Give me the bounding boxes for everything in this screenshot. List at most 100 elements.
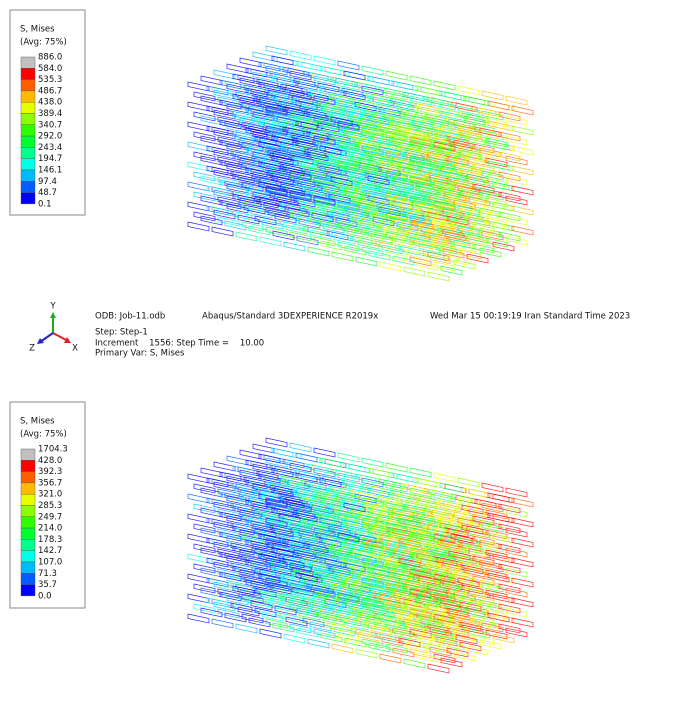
- mesh-element: [313, 587, 336, 598]
- mesh-element: [385, 522, 408, 533]
- mesh-element: [265, 557, 288, 568]
- legend-swatch: [20, 135, 36, 148]
- mesh-element: [415, 145, 438, 156]
- mesh-element: [295, 552, 318, 563]
- mesh-element: [245, 67, 268, 78]
- mesh-element: [219, 531, 242, 542]
- mesh-element: [313, 487, 336, 498]
- mesh-element: [433, 492, 456, 503]
- legend-title: S, Mises: [20, 25, 55, 35]
- mesh-element: [206, 85, 229, 96]
- mesh-element: [367, 115, 390, 126]
- mesh-element: [361, 65, 384, 76]
- mesh-element: [206, 165, 229, 176]
- mesh-element: [487, 140, 510, 151]
- mesh-element: [511, 497, 534, 508]
- legend-swatch: [20, 181, 36, 193]
- legend-swatch: [20, 448, 36, 461]
- mesh-element: [258, 493, 281, 504]
- mesh-element: [385, 462, 408, 473]
- mesh-element: [252, 443, 275, 454]
- mesh-element: [206, 205, 229, 216]
- mesh-element: [433, 472, 456, 483]
- mesh-element: [457, 145, 480, 156]
- mesh-element: [193, 483, 216, 494]
- mesh-element: [187, 161, 210, 172]
- mesh-element: [385, 210, 408, 221]
- mesh-element: [409, 115, 432, 126]
- mesh-element: [313, 567, 336, 578]
- mesh-element: [276, 196, 299, 207]
- mesh-element: [439, 602, 462, 613]
- legend-label: 356.7: [38, 478, 62, 488]
- mesh-element: [385, 70, 408, 81]
- mesh-element: [219, 119, 242, 130]
- mesh-element: [416, 260, 439, 271]
- info-primary-var: Primary Var: S, Mises: [95, 349, 185, 359]
- mesh-element: [272, 622, 295, 633]
- mesh-element: [265, 65, 288, 76]
- mesh-element: [343, 90, 366, 101]
- mesh-element: [505, 235, 528, 246]
- mesh-element: [433, 612, 456, 623]
- mesh-element: [487, 180, 510, 191]
- legend-label: 71.3: [38, 569, 57, 579]
- legend-label: 389.4: [38, 109, 62, 119]
- mesh-element: [481, 130, 504, 141]
- mesh-element: [359, 222, 382, 233]
- mesh-element: [319, 457, 342, 468]
- info-date: Wed Mar 15 00:19:19 Iran Standard Time 2…: [430, 312, 630, 322]
- mesh-element: [193, 563, 216, 574]
- mesh-element: [409, 607, 432, 618]
- mesh-element: [511, 205, 534, 216]
- mesh-element: [206, 185, 229, 196]
- mesh-element: [206, 517, 229, 528]
- mesh-element: [320, 632, 343, 643]
- mesh-element: [245, 579, 268, 590]
- mesh-element: [259, 628, 282, 639]
- mesh-element: [337, 572, 360, 583]
- mesh-element: [368, 250, 391, 261]
- legend-swatch: [20, 101, 36, 114]
- mesh-element: [261, 611, 284, 622]
- mesh-element: [252, 51, 275, 62]
- mesh-element: [407, 232, 430, 243]
- mesh-element: [409, 487, 432, 498]
- legend-swatch: [20, 584, 36, 597]
- mesh-element: [505, 507, 528, 518]
- mesh-element: [295, 80, 318, 91]
- mesh-element: [187, 141, 210, 152]
- mesh-element: [295, 512, 318, 523]
- mesh-element: [433, 100, 456, 111]
- mesh-element: [343, 190, 366, 201]
- mesh-element: [409, 527, 432, 538]
- mesh-element: [333, 234, 356, 245]
- mesh-element: [258, 553, 281, 564]
- mesh-element: [385, 562, 408, 573]
- mesh-element: [296, 235, 319, 246]
- mesh-element: [361, 577, 384, 588]
- mesh-element: [455, 634, 478, 645]
- mesh-element: [372, 468, 395, 479]
- mesh-element: [385, 170, 408, 181]
- mesh-element: [444, 483, 467, 494]
- mesh-element: [219, 79, 242, 90]
- mesh-element: [361, 517, 384, 528]
- mesh-element: [391, 552, 414, 563]
- mesh-element: [319, 125, 342, 136]
- mesh-element: [245, 87, 268, 98]
- mesh-element: [343, 462, 366, 473]
- mesh-element: [463, 95, 486, 106]
- mesh-element: [439, 502, 462, 513]
- mesh-element: [367, 175, 390, 186]
- mesh-element: [206, 557, 229, 568]
- mesh-element: [367, 587, 390, 598]
- mesh-element: [511, 597, 534, 608]
- mesh-element: [439, 522, 462, 533]
- mesh-element: [258, 121, 281, 132]
- mesh-element: [287, 207, 310, 218]
- mesh-element: [232, 173, 255, 184]
- mesh-element: [505, 115, 528, 126]
- mesh-element: [295, 532, 318, 543]
- mesh-element: [505, 175, 528, 186]
